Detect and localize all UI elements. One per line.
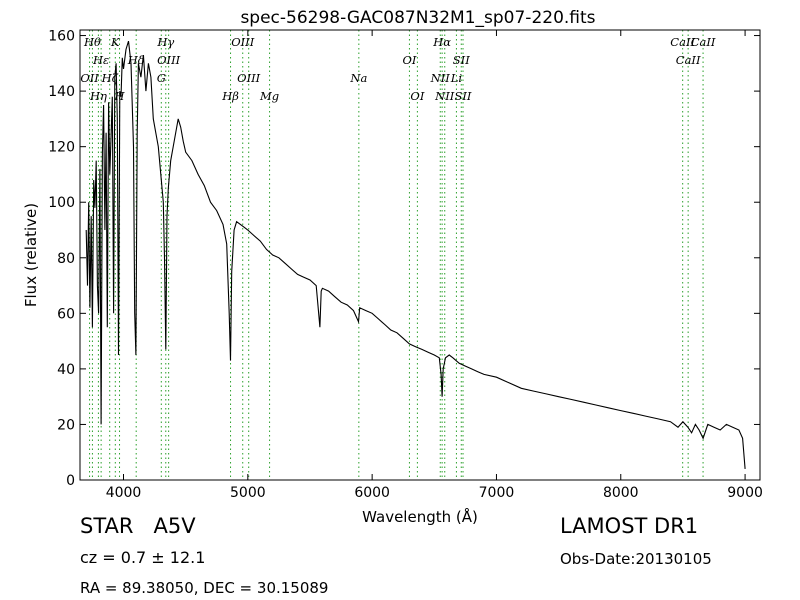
x-tick-label: 9000 xyxy=(727,485,763,501)
y-tick-label: 140 xyxy=(48,84,75,100)
y-tick-label: 0 xyxy=(66,473,75,489)
line-marker-label: Li xyxy=(450,71,463,85)
x-tick-label: 8000 xyxy=(603,485,639,501)
line-marker-label: NII xyxy=(430,71,451,85)
line-marker-label: CaII xyxy=(691,35,716,49)
obs-date-label: Obs-Date:20130105 xyxy=(560,550,712,568)
class-label: STAR xyxy=(80,514,134,538)
y-axis-ticks: 0 20 40 60 80 100 120 140 160 xyxy=(48,29,760,489)
subclass-label: A5V xyxy=(153,514,196,538)
x-axis-label: Wavelength (Å) xyxy=(362,507,478,526)
y-tick-label: 60 xyxy=(57,306,75,322)
spectral-class: STAR A5V xyxy=(80,514,196,538)
line-marker-label: NII xyxy=(434,89,455,103)
line-marker-label: Hθ xyxy=(83,35,101,49)
line-marker-label: OIII xyxy=(157,53,181,67)
line-marker-label: OII xyxy=(80,71,99,85)
x-tick-label: 7000 xyxy=(479,485,515,501)
survey-label: LAMOST DR1 xyxy=(560,514,699,538)
line-marker-label: Hγ xyxy=(156,35,174,49)
line-marker-label: K xyxy=(110,35,121,49)
line-marker-label: OI xyxy=(402,53,416,67)
y-tick-label: 160 xyxy=(48,29,75,45)
line-marker-label: Hα xyxy=(432,35,451,49)
redshift-label: cz = 0.7 ± 12.1 xyxy=(80,548,206,567)
x-tick-label: 5000 xyxy=(230,485,266,501)
y-tick-label: 20 xyxy=(57,417,75,433)
line-marker-label: OIII xyxy=(237,71,261,85)
y-tick-label: 80 xyxy=(57,251,75,267)
line-markers xyxy=(89,30,704,480)
plot-frame xyxy=(79,29,761,481)
x-tick-label: 6000 xyxy=(354,485,390,501)
y-tick-label: 40 xyxy=(57,362,75,378)
line-marker-label: Hε xyxy=(92,53,109,67)
y-tick-label: 100 xyxy=(48,195,75,211)
line-marker-label: OI xyxy=(410,89,424,103)
y-tick-label: 120 xyxy=(48,140,75,156)
line-marker-labels: HθHεKHδHγOIIIOIIIOIHαSIICaIICaIICaIIOIIH… xyxy=(80,35,716,103)
coords-label: RA = 89.38050, DEC = 30.15089 xyxy=(80,579,329,597)
line-marker-label: Na xyxy=(349,71,367,85)
spectrum-line xyxy=(85,40,746,469)
y-axis-label: Flux (relative) xyxy=(22,203,40,307)
x-tick-label: 4000 xyxy=(106,485,142,501)
x-axis-ticks: 4000 5000 6000 7000 8000 9000 xyxy=(106,30,763,501)
line-marker-label: Hβ xyxy=(221,89,239,103)
chart-title: spec-56298-GAC087N32M1_sp07-220.fits xyxy=(240,8,595,28)
line-marker-label: CaII xyxy=(670,35,695,49)
line-marker-label: OIII xyxy=(231,35,255,49)
line-marker-label: Hη xyxy=(89,89,107,103)
line-marker-label: Hζ xyxy=(101,71,119,85)
line-marker-label: G xyxy=(157,71,166,85)
line-marker-label: SII xyxy=(453,53,470,67)
line-marker-label: SII xyxy=(455,89,472,103)
line-marker-label: CaII xyxy=(676,53,701,67)
line-marker-label: Mg xyxy=(259,89,279,103)
